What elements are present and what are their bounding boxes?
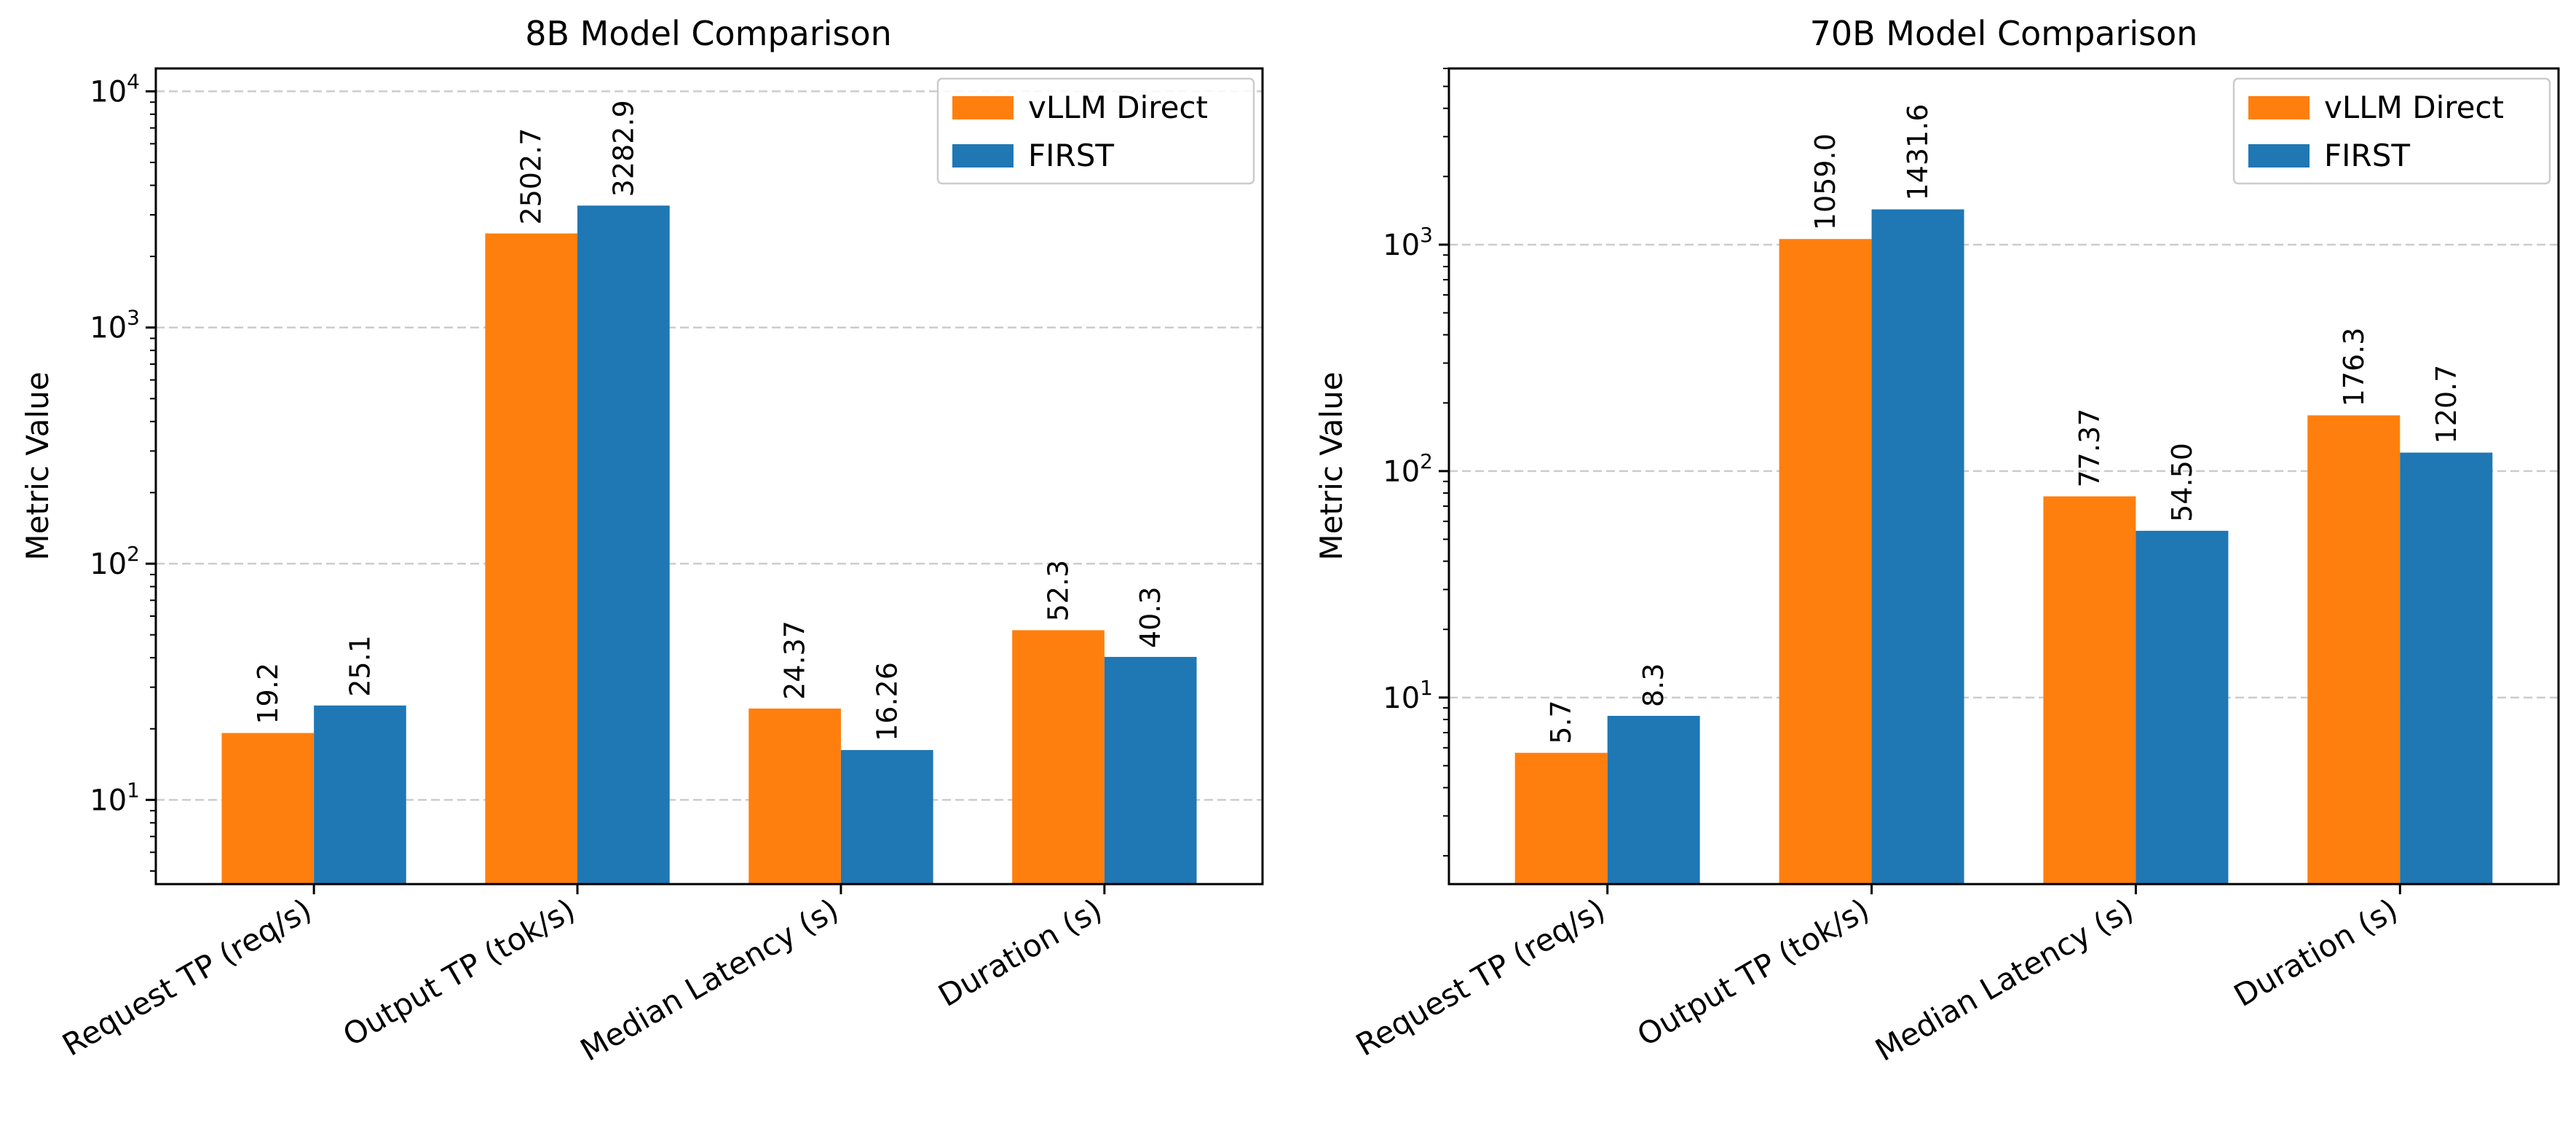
data-labels: 5.7 8.3 1059.0 1431.6 77.37 54.50 176.3 120.7 <box>1545 104 2462 744</box>
y-tick-exponent: 1 <box>127 778 140 802</box>
bar <box>1012 630 1105 884</box>
y-tick-exponent: 3 <box>1420 223 1433 247</box>
bar-value-label: 52.3 <box>1043 560 1075 622</box>
bars <box>221 205 1197 884</box>
legend-label: FIRST <box>1028 138 1114 173</box>
x-tick-label: Median Latency (s) <box>574 891 845 1068</box>
legend-swatch <box>2248 96 2310 119</box>
x-tick-label: Duration (s) <box>2228 891 2403 1014</box>
legend-label: vLLM Direct <box>1028 90 1208 125</box>
y-tick-exponent: 4 <box>127 69 140 93</box>
y-tick-label: 103 <box>1383 223 1433 262</box>
bar <box>221 733 315 884</box>
y-axis-label: Metric Value <box>20 371 55 560</box>
legend-label: vLLM Direct <box>2324 90 2504 125</box>
x-axis-ticks: Request TP (req/s) Output TP (tok/s)Media… <box>1350 884 2403 1068</box>
legend-label: FIRST <box>2324 138 2410 173</box>
chart-title: 70B Model Comparison <box>1810 14 2198 53</box>
bar-value-label: 176.3 <box>2338 328 2370 407</box>
y-tick-label: 101 <box>1383 676 1433 715</box>
bar <box>2136 530 2229 884</box>
y-tick-base: 10 <box>90 312 127 345</box>
legend-swatch <box>952 144 1014 167</box>
bar-value-label: 120.7 <box>2430 365 2462 444</box>
bar <box>1779 239 1872 885</box>
bar-value-label: 8.3 <box>1637 663 1670 707</box>
y-tick-exponent: 3 <box>127 306 140 330</box>
bar-value-label: 54.50 <box>2166 443 2198 522</box>
x-axis-ticks: Request TP (req/s) Output TP (tok/s)Media… <box>56 884 1108 1068</box>
y-tick-exponent: 1 <box>1420 676 1433 700</box>
bar <box>1871 209 1964 884</box>
bar-value-label: 5.7 <box>1545 700 1577 744</box>
x-tick-label: Output TP (tok/s) <box>337 891 581 1053</box>
bar <box>1514 752 1608 884</box>
y-tick-label: 102 <box>90 542 140 581</box>
x-tick-label: Output TP (tok/s) <box>1631 891 1875 1053</box>
y-tick-exponent: 2 <box>127 542 140 566</box>
y-tick-base: 10 <box>1383 455 1420 489</box>
bar <box>1607 715 1700 884</box>
y-tick-label: 104 <box>90 69 140 109</box>
bars <box>1514 209 2493 885</box>
bar <box>2043 496 2136 884</box>
legend-box <box>2232 77 2551 185</box>
y-tick-base: 10 <box>90 75 127 109</box>
x-tick-label: Request TP (req/s) <box>1350 891 1611 1063</box>
bar <box>748 708 841 884</box>
bar-value-label: 40.3 <box>1134 586 1166 648</box>
legend-swatch <box>952 96 1014 119</box>
y-tick-label: 103 <box>90 306 140 345</box>
legend-swatch <box>2248 144 2310 167</box>
x-tick-label: Duration (s) <box>932 891 1107 1014</box>
bar-value-label: 77.37 <box>2074 409 2106 488</box>
data-labels: 19.2 25.1 2502.7 3282.9 24.37 16.26 52.3 40.3 <box>252 100 1166 741</box>
bar-value-label: 1431.6 <box>1902 104 1934 201</box>
bar <box>314 705 406 884</box>
bar <box>2307 415 2401 884</box>
subplot-8b: 8B Model Comparison Metric Value 19.2 25.… <box>20 14 1264 1068</box>
bar-value-label: 3282.9 <box>607 100 639 197</box>
legend: vLLM Direct FIRST <box>936 77 1255 185</box>
plot-frame <box>1447 67 2560 886</box>
bar-value-label: 16.26 <box>871 662 903 741</box>
y-tick-exponent: 2 <box>1420 449 1433 473</box>
bar-value-label: 24.37 <box>779 620 811 700</box>
bar <box>485 233 578 884</box>
x-tick-label: Request TP (req/s) <box>56 891 317 1063</box>
legend: vLLM Direct FIRST <box>2232 77 2551 185</box>
bar <box>577 205 670 884</box>
bar-value-label: 19.2 <box>252 663 284 725</box>
chart-title: 8B Model Comparison <box>525 14 892 53</box>
legend-box <box>936 77 1255 185</box>
y-tick-label: 102 <box>1383 449 1433 489</box>
y-tick-label: 101 <box>90 778 140 817</box>
y-tick-base: 10 <box>1383 682 1420 715</box>
y-tick-base: 10 <box>90 784 127 817</box>
y-tick-base: 10 <box>90 548 127 581</box>
x-tick-label: Median Latency (s) <box>1869 891 2139 1068</box>
y-tick-base: 10 <box>1383 229 1420 262</box>
bar <box>840 749 933 884</box>
y-axis-label: Metric Value <box>1313 371 1349 560</box>
bar-value-label: 1059.0 <box>1809 133 1841 230</box>
subplot-70b: 70B Model Comparison Metric Value 5.7 8.3… <box>1313 14 2560 1068</box>
bar-value-label: 25.1 <box>344 635 376 697</box>
bar <box>1104 657 1197 884</box>
bar <box>2400 452 2493 884</box>
plot-frame <box>154 67 1264 886</box>
bar-value-label: 2502.7 <box>515 128 548 225</box>
